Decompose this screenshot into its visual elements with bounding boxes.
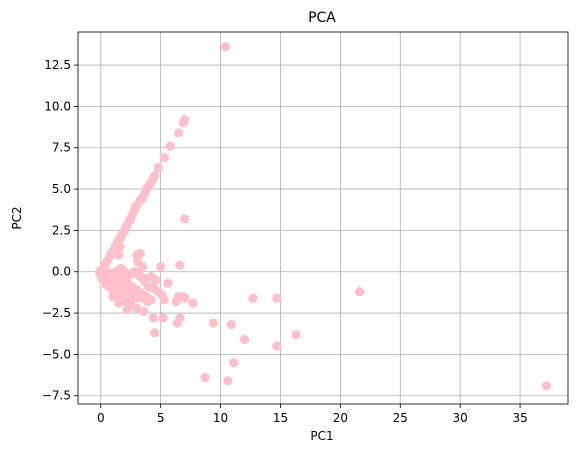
- y-axis-label: PC2: [10, 206, 24, 229]
- y-tick-label: 5.0: [52, 182, 71, 196]
- data-point: [291, 329, 301, 340]
- data-point: [541, 381, 552, 391]
- data-point: [121, 222, 131, 232]
- data-point: [178, 118, 189, 128]
- data-point: [115, 242, 125, 252]
- data-point: [108, 291, 118, 302]
- data-point: [159, 153, 169, 163]
- data-point: [180, 214, 190, 224]
- data-point: [239, 334, 250, 345]
- data-point: [114, 298, 124, 308]
- data-point: [128, 268, 138, 278]
- y-tick-label: 2.5: [52, 223, 71, 237]
- data-point: [175, 313, 185, 323]
- data-point: [130, 202, 141, 212]
- data-point: [272, 293, 282, 303]
- data-point: [153, 162, 163, 173]
- data-point: [158, 313, 168, 323]
- data-point: [208, 318, 218, 328]
- x-tick-label: 0: [97, 411, 105, 425]
- data-point: [150, 328, 160, 338]
- data-point: [180, 293, 190, 303]
- data-point: [248, 293, 258, 303]
- grid-lines: [78, 32, 568, 404]
- y-tick-label: 7.5: [52, 141, 71, 155]
- data-point: [174, 128, 184, 138]
- data-point: [165, 141, 175, 151]
- chart-title: PCA: [308, 10, 336, 26]
- data-point: [229, 358, 239, 368]
- data-point: [111, 267, 121, 277]
- data-point: [141, 184, 151, 194]
- x-axis-label: PC1: [310, 429, 333, 443]
- data-point: [138, 262, 148, 272]
- data-point: [159, 295, 169, 305]
- data-point: [226, 320, 236, 330]
- data-point: [175, 260, 185, 270]
- x-axis-ticks: 0 5 10 15 20 25 30 35: [97, 404, 528, 425]
- data-point: [223, 376, 233, 386]
- plot-area-frame: [77, 31, 569, 405]
- data-point: [116, 232, 126, 242]
- x-tick-label: 30: [453, 411, 468, 425]
- data-point: [142, 296, 153, 307]
- data-point: [148, 313, 159, 323]
- data-point: [200, 372, 210, 383]
- data-point: [354, 286, 365, 297]
- data-point: [132, 303, 142, 313]
- data-point: [156, 262, 166, 272]
- data-point: [139, 306, 149, 317]
- data-point: [272, 341, 282, 351]
- y-tick-label: −2.5: [42, 306, 71, 320]
- data-point: [135, 248, 145, 259]
- x-tick-label: 15: [273, 411, 288, 425]
- data-point: [118, 272, 129, 282]
- data-point: [114, 250, 124, 260]
- y-tick-label: −5.0: [42, 347, 71, 361]
- data-point: [140, 277, 150, 287]
- data-point: [102, 257, 112, 267]
- data-point: [126, 214, 136, 224]
- data-point: [136, 194, 147, 204]
- data-point: [163, 278, 173, 288]
- x-tick-label: 10: [213, 411, 228, 425]
- x-tick-label: 20: [333, 411, 348, 425]
- y-tick-label: 0.0: [52, 265, 71, 279]
- y-tick-label: 10.0: [44, 99, 71, 113]
- y-tick-label: −7.5: [42, 389, 71, 403]
- data-point: [106, 248, 117, 259]
- data-point: [151, 275, 161, 285]
- y-axis-ticks: −7.5 −5.0 −2.5 0.0 2.5 5.0 7.5 10.0 12.5: [42, 58, 78, 403]
- data-point: [188, 298, 198, 308]
- y-tick-label: 12.5: [44, 58, 71, 72]
- x-tick-label: 25: [393, 411, 408, 425]
- data-points: [94, 42, 552, 391]
- x-tick-label: 5: [157, 411, 165, 425]
- data-point: [220, 42, 230, 52]
- x-tick-label: 35: [512, 411, 527, 425]
